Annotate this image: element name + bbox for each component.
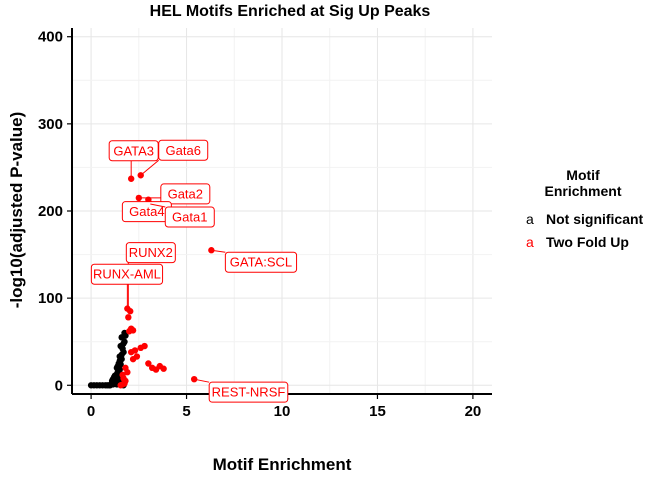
callout-leader bbox=[194, 378, 210, 383]
callout-label: RUNX2 bbox=[129, 245, 173, 260]
y-tick-label: 200 bbox=[38, 203, 63, 220]
callout-leader bbox=[140, 159, 160, 176]
y-tick-label: 100 bbox=[38, 290, 63, 307]
callout-box bbox=[164, 206, 215, 228]
x-tick-label: 0 bbox=[87, 403, 95, 420]
data-point bbox=[131, 347, 139, 354]
legend-key: a bbox=[526, 211, 534, 227]
x-tick-label: 20 bbox=[465, 403, 482, 420]
callout-box bbox=[208, 381, 289, 403]
chart-title: HEL Motifs Enriched at Sig Up Peaks bbox=[150, 3, 431, 20]
callout-box bbox=[160, 183, 211, 205]
callout-box bbox=[90, 263, 164, 285]
data-point bbox=[117, 361, 124, 368]
points bbox=[87, 172, 215, 389]
x-tick-label: 15 bbox=[369, 403, 386, 420]
data-point bbox=[145, 360, 152, 367]
x-tick-label: 5 bbox=[182, 403, 190, 420]
callouts: Gata6 GATA3 Gata2 Gata4 Gata1 GATA:SCL RUNX2 RU… bbox=[90, 139, 298, 403]
callout-box bbox=[125, 242, 176, 264]
data-point bbox=[129, 327, 137, 334]
legend-label: Not significant bbox=[546, 211, 644, 227]
callout-label: RUNX-AML bbox=[93, 267, 161, 282]
callout-box bbox=[158, 139, 209, 161]
callout-label: Gata6 bbox=[166, 143, 201, 158]
y-tick-label: 0 bbox=[55, 377, 63, 394]
data-point bbox=[190, 375, 198, 383]
y-tick-label: 400 bbox=[38, 29, 63, 46]
y-axis-title: -log10(adjusted P-value) bbox=[7, 112, 26, 308]
y-tick-label: 300 bbox=[38, 116, 63, 133]
legend-title: Enrichment bbox=[544, 183, 621, 199]
data-point bbox=[119, 371, 126, 379]
callout-leader bbox=[211, 249, 226, 253]
callout-label: Gata1 bbox=[172, 210, 207, 225]
x-axis-title: Motif Enrichment bbox=[213, 455, 352, 474]
callout-label: REST-NRSF bbox=[212, 385, 286, 400]
callout-label: GATA3 bbox=[113, 143, 154, 158]
data-point bbox=[141, 342, 148, 350]
callout-box bbox=[108, 140, 159, 162]
callout-label: Gata4 bbox=[129, 204, 164, 219]
x-tick-label: 10 bbox=[274, 403, 291, 420]
callout-label: GATA:SCL bbox=[230, 255, 292, 270]
data-point bbox=[160, 365, 167, 372]
data-point bbox=[133, 353, 141, 360]
legend-key: a bbox=[526, 234, 534, 250]
legend-title: Motif bbox=[566, 167, 600, 183]
callout-label: Gata2 bbox=[168, 186, 203, 201]
callout-leader bbox=[150, 203, 166, 208]
data-point bbox=[125, 314, 132, 321]
callout-box bbox=[224, 251, 298, 273]
legend-label: Two Fold Up bbox=[546, 234, 629, 250]
data-point bbox=[122, 364, 129, 372]
